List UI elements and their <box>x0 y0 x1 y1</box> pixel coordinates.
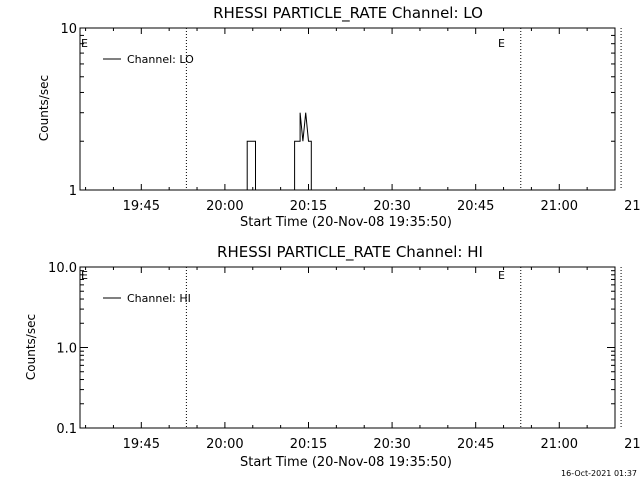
panel-hi-xticks: 19:45 20:00 20:15 20:30 20:45 21:00 21:15 <box>85 267 640 452</box>
lo-xtick-label: 20:30 <box>373 199 410 214</box>
panel-hi-xlabel: Start Time (20-Nov-08 19:35:50) <box>240 455 452 470</box>
panel-hi-title: RHESSI PARTICLE_RATE Channel: HI <box>217 243 483 262</box>
hi-xtick-label: 20:30 <box>373 437 410 452</box>
panel-lo: RHESSI PARTICLE_RATE Channel: LO Counts/… <box>37 4 640 230</box>
lo-xtick-label: 20:15 <box>290 199 327 214</box>
footer-timestamp: 16-Oct-2021 01:37 <box>561 469 637 478</box>
hi-ytick-label: 10.0 <box>48 261 77 276</box>
panel-hi-ylabel: Counts/sec <box>24 314 38 380</box>
lo-xtick-label: 21:15 <box>624 199 640 214</box>
panel-hi: RHESSI PARTICLE_RATE Channel: HI Counts/… <box>24 243 640 470</box>
panel-lo-frame <box>79 27 616 191</box>
hi-ytick-label: 1.0 <box>56 342 77 357</box>
panel-lo-title: RHESSI PARTICLE_RATE Channel: LO <box>213 4 483 23</box>
panel-lo-xlabel: Start Time (20-Nov-08 19:35:50) <box>240 215 452 230</box>
panel-lo-dotted-lines <box>185 28 622 190</box>
lo-ytick-label: 10 <box>60 22 77 37</box>
lo-xtick-label: 20:00 <box>206 199 243 214</box>
panel-hi-event-marker-end: E <box>498 269 505 282</box>
panel-lo-legend-label: Channel: LO <box>127 53 194 66</box>
lo-xtick-label: 21:00 <box>541 199 578 214</box>
panel-lo-xticks: 19:45 20:00 20:15 20:30 20:45 21:00 21:15 <box>85 28 640 214</box>
hi-xtick-label: 19:45 <box>123 437 160 452</box>
hi-ytick-label: 0.1 <box>56 422 77 437</box>
panel-hi-legend-label: Channel: HI <box>127 292 191 305</box>
hi-xtick-label: 21:00 <box>541 437 578 452</box>
panel-lo-series-line <box>246 112 312 191</box>
panel-lo-yticks: 1 10 <box>60 22 615 199</box>
panel-lo-event-marker-start: E <box>81 37 88 50</box>
hi-xtick-label: 20:15 <box>290 437 327 452</box>
hi-xtick-label: 21:15 <box>624 437 640 452</box>
hi-xtick-label: 20:00 <box>206 437 243 452</box>
hi-xtick-label: 20:45 <box>457 437 494 452</box>
lo-ytick-label: 1 <box>69 184 77 199</box>
panel-lo-ylabel: Counts/sec <box>37 75 51 141</box>
panel-lo-event-marker-end: E <box>498 37 505 50</box>
panel-hi-yticks: 0.1 1.0 10.0 <box>48 261 615 437</box>
lo-xtick-label: 20:45 <box>457 199 494 214</box>
panel-hi-event-marker-start: E <box>81 269 88 282</box>
lo-xtick-label: 19:45 <box>123 199 160 214</box>
panel-hi-dotted-lines <box>185 267 622 428</box>
